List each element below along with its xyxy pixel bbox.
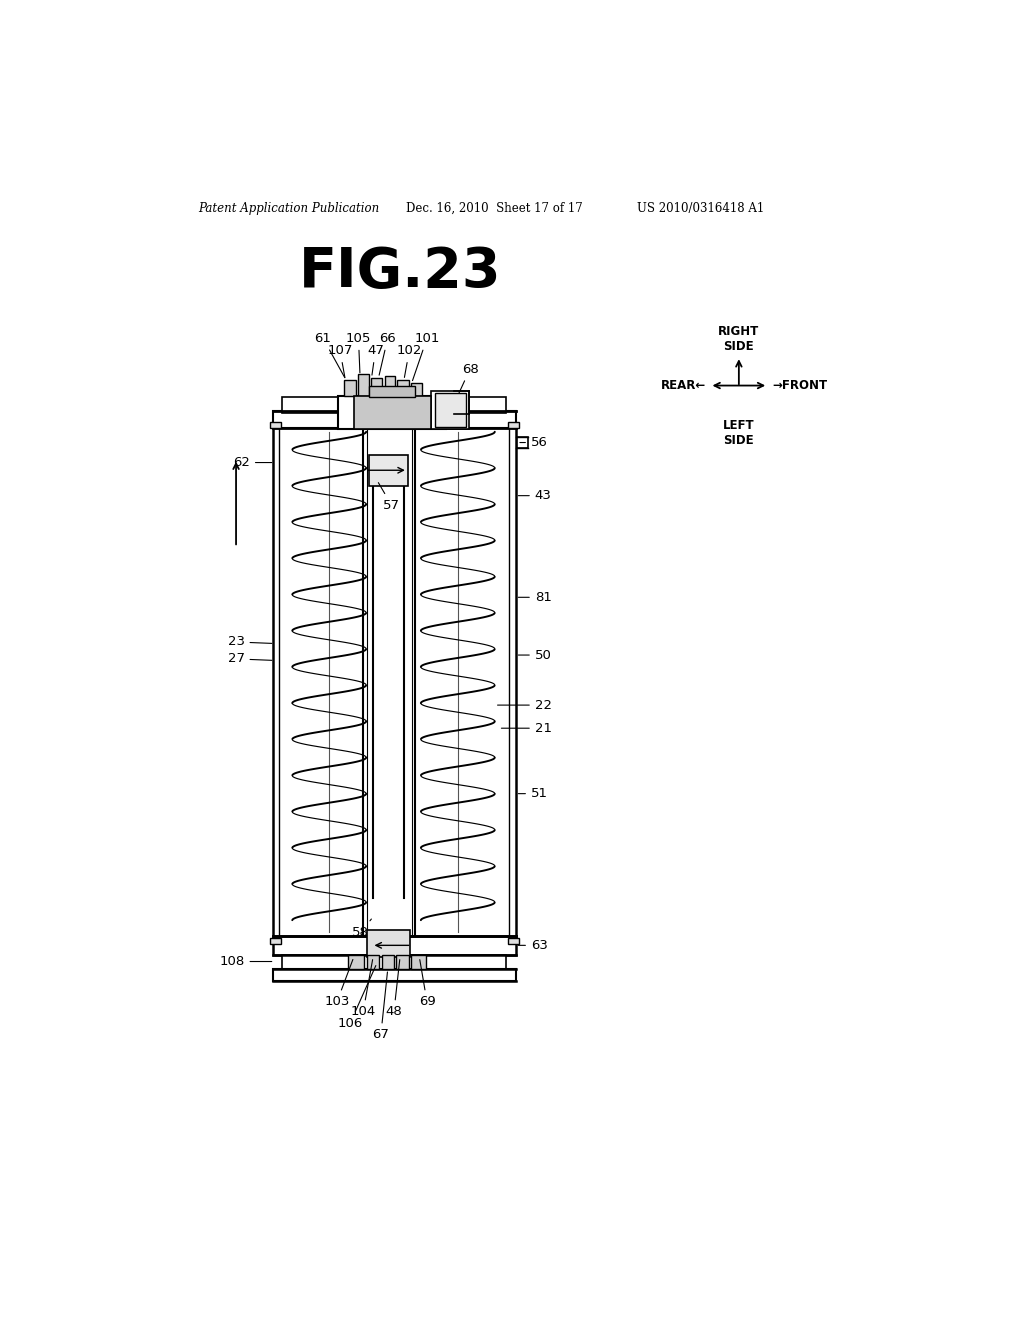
Text: 43: 43 [518,490,552,502]
Text: 102: 102 [396,345,422,378]
Text: 63: 63 [518,939,548,952]
Text: 48: 48 [385,960,402,1019]
Bar [435,393,466,428]
Text: RIGHT
SIDE: RIGHT SIDE [718,325,760,354]
Text: LEFT
SIDE: LEFT SIDE [723,418,755,446]
Text: US 2010/0316418 A1: US 2010/0316418 A1 [637,202,765,215]
Bar [273,411,515,428]
Text: REAR←: REAR← [660,379,706,392]
Text: 22: 22 [498,698,552,711]
Bar [367,929,410,957]
Bar [270,937,281,944]
Bar [411,383,422,396]
Bar [370,455,408,486]
Bar [385,376,395,396]
Bar [517,437,528,447]
Text: 57: 57 [378,483,400,512]
Bar [339,396,446,429]
Bar [370,385,416,397]
Bar [283,397,506,412]
Bar [431,391,469,429]
Bar [367,956,379,969]
Bar [508,422,518,428]
Text: 81: 81 [518,591,552,603]
Bar [273,936,515,956]
Text: 67: 67 [373,972,389,1041]
Text: 61: 61 [314,331,345,378]
Text: FIG.23: FIG.23 [299,246,502,300]
Text: 66: 66 [379,331,396,375]
Bar [354,396,431,429]
Text: 107: 107 [328,345,352,378]
Text: →FRONT: →FRONT [772,379,827,392]
Bar [344,380,356,396]
Bar [348,956,364,969]
Text: 47: 47 [367,345,384,375]
Text: 21: 21 [502,722,552,735]
Text: Dec. 16, 2010  Sheet 17 of 17: Dec. 16, 2010 Sheet 17 of 17 [407,202,583,215]
Bar [358,374,370,396]
Text: 27: 27 [227,652,271,665]
Bar [382,956,394,969]
Text: 69: 69 [419,960,435,1008]
Text: 108: 108 [219,954,271,968]
Text: 23: 23 [227,635,271,648]
Text: 101: 101 [413,331,439,380]
Bar [273,969,515,981]
Bar [396,956,409,969]
Text: 56: 56 [520,436,548,449]
Bar [283,956,506,969]
Text: 68: 68 [459,363,478,393]
Text: 62: 62 [233,455,271,469]
Bar [508,937,518,944]
Bar [397,380,409,396]
Text: 103: 103 [325,960,353,1008]
Bar [371,378,382,396]
Text: 58: 58 [352,919,372,939]
Text: Patent Application Publication: Patent Application Publication [199,202,380,215]
Text: 104: 104 [350,960,376,1019]
Text: 50: 50 [518,648,552,661]
Bar [270,422,281,428]
Bar [411,956,426,969]
Text: 105: 105 [346,331,371,372]
Text: 51: 51 [518,787,548,800]
Text: 106: 106 [337,966,376,1030]
